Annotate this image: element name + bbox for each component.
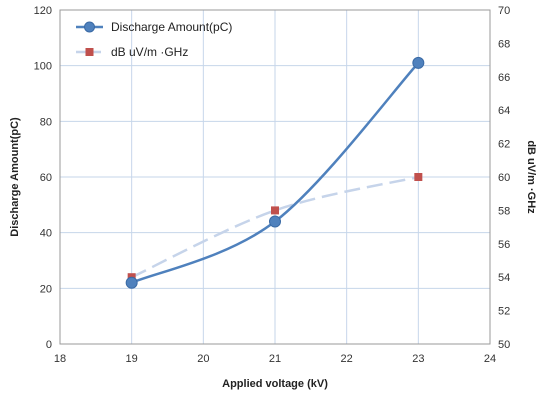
y2-tick-label: 52	[498, 306, 510, 318]
y2-tick-label: 68	[498, 38, 510, 50]
x-tick-labels: 18 19 20 21 22 23 24	[54, 353, 496, 365]
y2-tick-label: 50	[498, 339, 510, 351]
y2-axis-title: dB uV/m ·GHz	[525, 140, 537, 214]
x-tick-label: 23	[412, 353, 424, 365]
plot-area-border	[59, 9, 491, 345]
x-axis-title: Applied voltage (kV)	[222, 378, 328, 390]
series-line-1	[131, 175, 419, 279]
y-tick-label: 40	[40, 228, 52, 240]
data-point-discharge	[269, 215, 281, 228]
legend-marker-db	[85, 48, 94, 56]
legend-label-db: dB uV/m ·GHz	[111, 45, 188, 59]
y-tick-label: 0	[46, 339, 52, 351]
series-group	[125, 56, 425, 289]
x-tick-label: 22	[341, 353, 353, 365]
y2-tick-label: 60	[498, 172, 510, 184]
y2-tick-label: 64	[498, 105, 510, 117]
data-point-db	[414, 173, 423, 181]
y2-tick-label: 70	[498, 5, 510, 17]
y-tick-labels: 0 20 40 60 80 100 120	[34, 5, 52, 351]
x-tick-label: 18	[54, 353, 66, 365]
x-tick-label: 20	[197, 353, 209, 365]
y-tick-label: 80	[40, 116, 52, 128]
legend: Discharge Amount(pC) dB uV/m ·GHz	[76, 20, 232, 59]
y2-tick-label: 58	[498, 205, 510, 217]
y-tick-label: 100	[34, 61, 52, 73]
data-point-discharge	[125, 276, 138, 289]
x-tick-label: 19	[126, 353, 138, 365]
x-tick-label: 24	[484, 353, 496, 365]
y2-tick-label: 62	[498, 139, 510, 151]
y-axis-title: Discharge Amount(pC)	[9, 117, 21, 237]
x-tick-label: 21	[269, 353, 281, 365]
y2-tick-label: 66	[498, 72, 510, 84]
legend-marker-discharge	[84, 21, 95, 33]
y2-tick-label: 56	[498, 239, 510, 251]
y-tick-label: 60	[40, 172, 52, 184]
legend-label-discharge: Discharge Amount(pC)	[111, 20, 232, 34]
y2-tick-label: 54	[498, 272, 510, 284]
data-point-discharge	[412, 56, 425, 69]
data-point-db	[271, 206, 279, 215]
y2-tick-labels: 50 52 54 56 58 60 62 64 66 68 70	[498, 5, 510, 351]
y-tick-label: 120	[34, 5, 52, 17]
y-tick-label: 20	[40, 283, 52, 295]
